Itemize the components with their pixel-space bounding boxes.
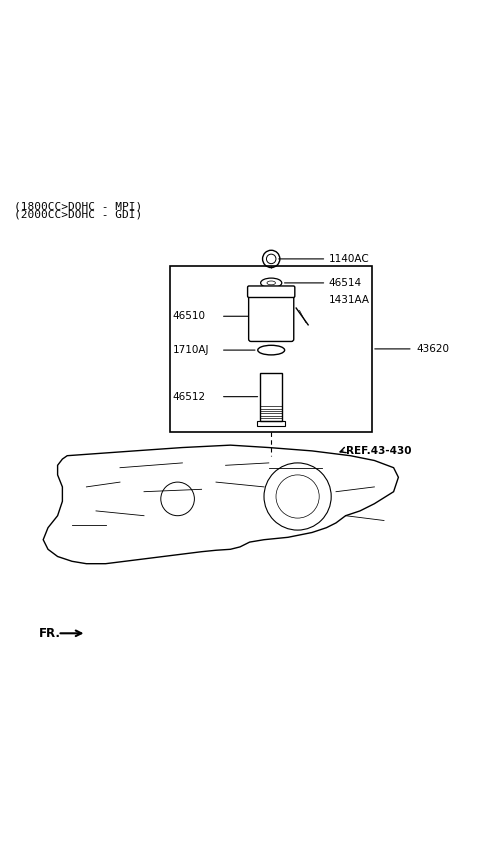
Bar xyxy=(260,373,282,420)
Text: 1431AA: 1431AA xyxy=(329,295,370,306)
Text: 1140AC: 1140AC xyxy=(329,254,370,264)
Text: 46514: 46514 xyxy=(329,278,362,288)
Bar xyxy=(170,266,372,431)
Text: REF.43-430: REF.43-430 xyxy=(346,446,411,456)
Text: 46510: 46510 xyxy=(173,312,206,321)
Text: (1800CC>DOHC - MPI): (1800CC>DOHC - MPI) xyxy=(14,201,143,211)
FancyBboxPatch shape xyxy=(248,286,295,297)
Text: 1710AJ: 1710AJ xyxy=(173,345,209,355)
Text: FR.: FR. xyxy=(38,627,60,640)
Text: (2000CC>DOHC - GDI): (2000CC>DOHC - GDI) xyxy=(14,210,143,219)
Text: 46512: 46512 xyxy=(173,391,206,402)
Text: 43620: 43620 xyxy=(417,344,450,354)
Bar xyxy=(257,420,285,426)
